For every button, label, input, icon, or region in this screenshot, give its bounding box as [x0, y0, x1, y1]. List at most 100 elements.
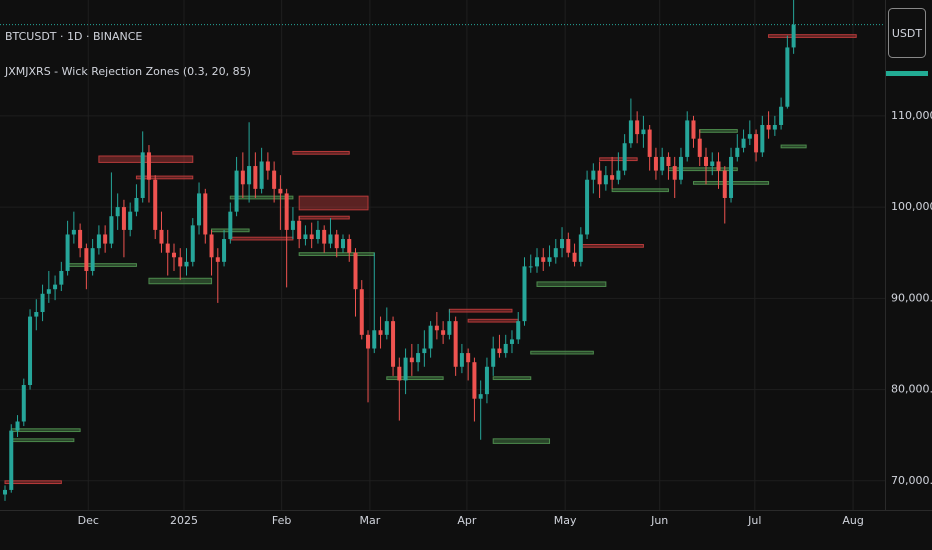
candle-body — [153, 179, 158, 230]
x-tick-label: Feb — [272, 514, 291, 527]
candle-body — [28, 316, 33, 386]
candle-body — [78, 229, 83, 249]
rejection-zone — [530, 350, 594, 355]
candle-body — [171, 252, 176, 258]
y-tick-label: 100,000.00 — [891, 200, 932, 213]
candle-body — [9, 430, 14, 490]
candle-body — [391, 321, 396, 367]
candle-body — [666, 156, 671, 167]
candle-body — [591, 170, 596, 180]
candle-body — [290, 220, 295, 230]
x-tick-label: Apr — [457, 514, 477, 527]
candle-body — [503, 343, 508, 354]
rejection-zone — [4, 480, 62, 485]
currency-button[interactable] — [888, 8, 926, 58]
rejection-zone — [492, 376, 532, 381]
rejection-zone — [536, 281, 607, 287]
candle-body — [610, 175, 615, 180]
candle-body — [779, 106, 784, 125]
candle-body — [553, 248, 558, 258]
candle-body — [522, 266, 527, 322]
candle-body — [184, 261, 189, 267]
rejection-zone — [667, 167, 738, 172]
candle-body — [297, 220, 302, 240]
y-tick-label: 70,000.00 — [891, 474, 932, 487]
candle-body — [603, 175, 608, 185]
candle-body — [190, 225, 195, 262]
currency-label[interactable]: USDT — [892, 27, 923, 40]
candle-body — [115, 207, 120, 217]
candle-body — [760, 124, 765, 153]
chart-title: BTCUSDT · 1D · BINANCE — [5, 30, 142, 43]
rejection-zone — [768, 34, 857, 38]
candle-body — [785, 47, 790, 107]
candle-body — [678, 156, 683, 180]
candle-body — [647, 129, 652, 157]
price-badge — [886, 71, 928, 76]
x-tick-label: Jun — [650, 514, 668, 527]
rejection-zone — [467, 318, 519, 323]
candle-body — [566, 239, 571, 253]
candle-body — [441, 330, 446, 335]
candle-body — [772, 124, 777, 130]
candle-body — [459, 353, 464, 367]
candle-body — [466, 353, 471, 363]
candle-body — [710, 161, 715, 167]
candle-body — [322, 229, 327, 244]
x-tick-label: May — [554, 514, 577, 527]
candle-body — [791, 24, 796, 48]
candle-body — [134, 197, 139, 212]
candle-body — [453, 321, 458, 367]
candle-body — [766, 124, 771, 130]
candle-body — [403, 357, 408, 381]
x-tick-label: Dec — [78, 514, 99, 527]
candle-body — [40, 293, 45, 313]
candle-body — [528, 266, 533, 268]
rejection-zone — [10, 438, 75, 443]
candle-body — [209, 234, 214, 258]
rejection-zone — [580, 244, 644, 248]
candle-body — [315, 229, 320, 240]
candle-body — [15, 421, 20, 431]
candle-body — [65, 234, 70, 271]
candle-body — [197, 193, 202, 226]
rejection-zone — [10, 428, 81, 433]
rejection-zone — [448, 308, 513, 313]
candle-body — [372, 330, 377, 349]
candle-body — [53, 284, 58, 290]
candle-body — [21, 385, 26, 422]
candle-body — [340, 239, 345, 249]
candle-body — [359, 289, 364, 335]
candle-body — [128, 211, 133, 230]
candle-body — [628, 120, 633, 144]
candle-body — [253, 166, 258, 189]
candle-body — [247, 166, 252, 185]
y-tick-label: 80,000.00 — [891, 383, 932, 396]
rejection-zone — [229, 195, 294, 200]
candle-body — [59, 270, 64, 285]
candle-body — [472, 362, 477, 399]
candle-body — [653, 156, 658, 171]
candle-body — [234, 170, 239, 212]
candle-body — [284, 193, 289, 230]
rejection-zone — [611, 188, 669, 193]
candle-body — [272, 170, 277, 189]
rejection-zone — [67, 263, 137, 267]
rejection-zone — [135, 175, 194, 180]
candle-body — [165, 243, 170, 253]
candle-body — [478, 394, 483, 399]
rejection-zone — [292, 150, 350, 155]
x-tick-label: Jul — [747, 514, 761, 527]
candle-body — [516, 321, 521, 340]
candle-body — [697, 138, 702, 157]
indicator-title: JXMJXRS - Wick Rejection Zones (0.3, 20,… — [4, 65, 251, 78]
candle-body — [328, 234, 333, 244]
candle-body — [641, 129, 646, 135]
candle-body — [203, 193, 208, 235]
candle-body — [90, 248, 95, 271]
candle-body — [416, 353, 421, 363]
candle-body — [509, 339, 514, 344]
candle-body — [672, 166, 677, 180]
candle-body — [46, 289, 51, 294]
